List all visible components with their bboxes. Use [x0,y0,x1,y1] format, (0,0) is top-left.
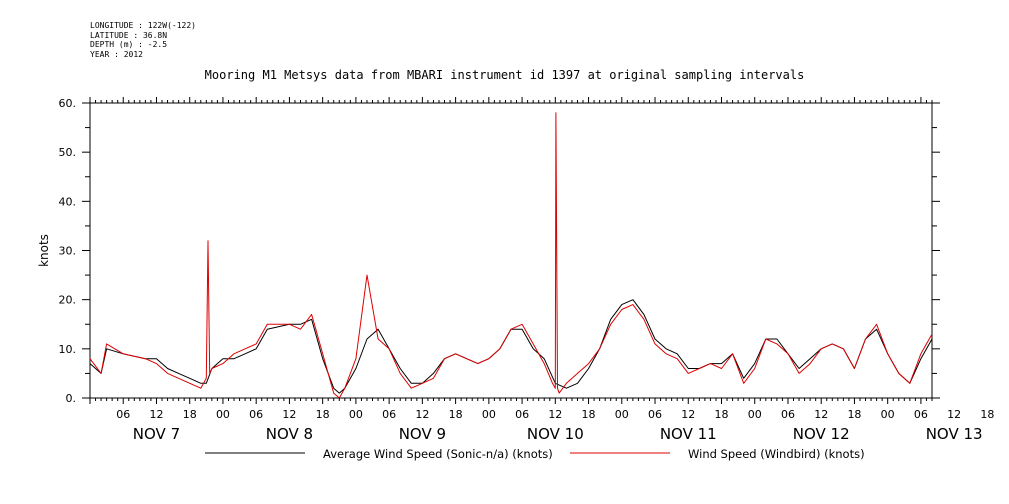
y-tick-label: 60. [59,97,77,110]
x-hour-label: 06 [914,408,928,421]
x-hour-label: 12 [548,408,562,421]
x-hour-label: 06 [249,408,263,421]
y-tick-label: 40. [59,195,77,208]
x-hour-label: 18 [449,408,463,421]
x-hour-label: 12 [415,408,429,421]
y-tick-label: 10. [59,343,77,356]
x-hour-label: 06 [116,408,130,421]
x-hour-label: 18 [316,408,330,421]
legend: Average Wind Speed (Sonic-n/a) (knots) Wi… [205,447,865,461]
depth-label: DEPTH (m) : -2.5 [90,40,168,49]
x-hour-label: 12 [814,408,828,421]
chart-title: Mooring M1 Metsys data from MBARI instru… [204,68,805,82]
x-day-label: NOV 11 [660,425,717,443]
station-metadata: LONGITUDE : 122W(-122) LATITUDE : 36.8N … [90,21,196,59]
x-day-label: NOV 13 [926,425,983,443]
x-day-label: NOV 7 [133,425,180,443]
year-label: YEAR : 2012 [90,49,143,59]
x-hour-label: 00 [482,408,496,421]
x-day-label: NOV 10 [527,425,584,443]
series-line-windbird-wind-speed [89,112,933,399]
x-hour-label: 18 [847,408,861,421]
x-hour-label: 18 [582,408,596,421]
longitude-label: LONGITUDE : 122W(-122) [90,21,196,30]
x-hour-label: 12 [282,408,296,421]
series-layer [89,112,933,399]
y-tick-label: 0. [66,392,77,405]
x-hour-label: 12 [149,408,163,421]
latitude-label: LATITUDE : 36.8N [90,30,168,40]
x-hour-label: 00 [748,408,762,421]
x-hour-label: 06 [648,408,662,421]
x-hour-label: 18 [183,408,197,421]
x-hour-label: 00 [349,408,363,421]
legend-label-average: Average Wind Speed (Sonic-n/a) (knots) [323,447,553,461]
series-line-average-wind-speed [89,299,933,394]
y-tick-label: 50. [59,146,77,159]
x-hour-label: 06 [382,408,396,421]
x-hour-label: 12 [681,408,695,421]
y-tick-label: 20. [59,294,77,307]
x-day-label: NOV 9 [399,425,446,443]
tick-layer: 0. 10. 20. 30. 40. 50. 60. knots 06 12 18 00 06 12 18 0… [37,97,994,443]
y-tick-label: 30. [59,245,77,258]
x-hour-label: 06 [515,408,529,421]
plot-axes [89,102,933,399]
x-hour-label: 00 [881,408,895,421]
x-day-label: NOV 8 [266,425,313,443]
x-hour-label: 00 [216,408,230,421]
x-hour-label: 18 [980,408,994,421]
x-hour-label: 12 [947,408,961,421]
plot-frame [89,102,933,399]
x-hour-label: 06 [781,408,795,421]
x-hour-label: 18 [715,408,729,421]
x-day-label: NOV 12 [793,425,850,443]
x-hour-label: 00 [615,408,629,421]
y-axis-label: knots [37,234,51,267]
legend-label-windbird: Wind Speed (Windbird) (knots) [688,447,865,461]
